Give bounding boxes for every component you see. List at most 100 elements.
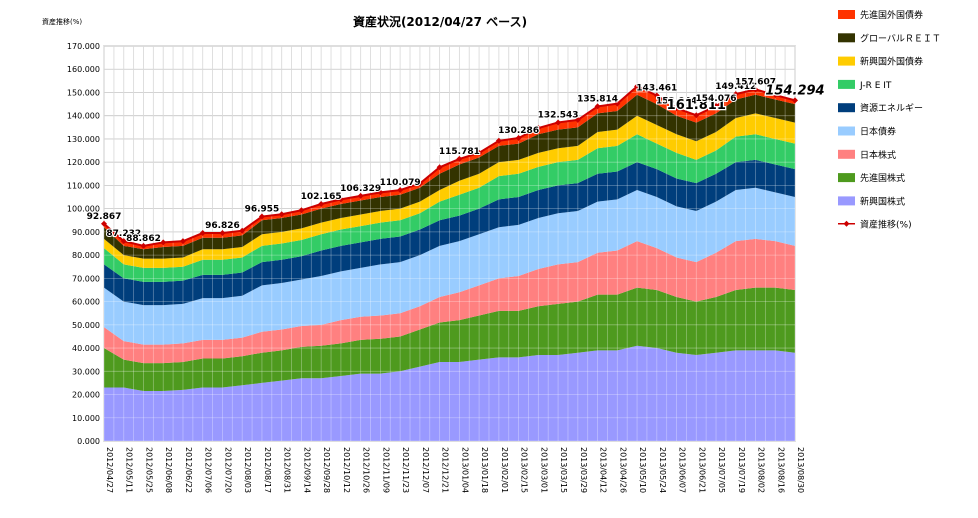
total-point [634,83,641,90]
total-point [752,86,759,93]
x-tick-label: 2012/09/28 [322,447,331,493]
total-point [614,100,621,107]
x-tick-label: 2013/02/15 [520,447,529,493]
x-tick-label: 2012/12/21 [441,447,450,493]
y-tick-label: 50.000 [72,321,100,330]
legend-label: 資産推移(%) [860,219,912,231]
total-point [179,238,186,245]
area-series [104,94,795,259]
data-label: 149.412 [715,82,756,92]
x-tick-label: 2012/09/14 [302,447,311,493]
x-tick-label: 2012/06/22 [184,447,193,493]
x-tick-label: 2012/12/07 [421,447,430,493]
data-label: 135.814 [577,94,618,104]
x-tick-label: 2013/03/15 [559,447,568,493]
data-label: 154.294 [765,83,824,98]
legend-swatch [838,196,855,206]
y-tick-label: 100.000 [67,205,100,214]
y-tick-label: 90.000 [72,228,100,237]
data-label: 110.079 [380,178,421,188]
total-point [239,227,246,234]
x-tick-label: 2012/11/09 [381,447,390,493]
legend-swatch [838,56,855,66]
y-tick-label: 130.000 [67,135,100,144]
legend-swatch [838,103,855,113]
y-tick-label: 40.000 [72,344,100,353]
total-point [199,230,206,237]
x-tick-label: 2013/07/19 [737,447,746,493]
x-tick-label: 2013/06/21 [697,447,706,493]
total-point [397,187,404,194]
y-tick-label: 70.000 [72,274,100,283]
y-axis-label: 資産推移(%) [42,17,82,26]
data-label: 96.826 [205,221,240,231]
y-tick-label: 160.000 [67,65,100,74]
area-series [104,159,795,306]
x-tick-label: 2012/08/17 [263,447,272,493]
total-point [278,211,285,218]
data-label: 161.811 [667,98,726,113]
x-tick-label: 2013/08/02 [757,447,766,493]
legend-swatch [838,79,855,89]
x-tick-label: 2012/06/08 [164,447,173,493]
legend-label: 日本債券 [860,126,896,138]
legend-label: 先進国外国債券 [860,9,923,21]
legend-label: J-R E IT [859,81,892,91]
total-point [337,196,344,203]
data-label: 157.607 [735,77,776,87]
data-label: 96.955 [245,205,280,215]
data-label: 153.044 [656,96,697,106]
x-tick-label: 2013/08/30 [796,447,805,493]
y-tick-label: 30.000 [72,367,100,376]
y-tick-label: 60.000 [72,298,100,307]
total-point [101,220,107,227]
total-point [377,189,384,196]
y-tick-label: 140.000 [67,112,100,121]
total-point [258,213,265,220]
total-point [298,207,305,214]
total-point [318,201,325,207]
total-point [673,105,680,112]
legend-label: グローバルＲＥＩＴ [860,32,941,44]
total-point [555,119,562,126]
legend-label: 資源エネルギー [860,102,923,114]
total-point [219,230,226,237]
total-point [594,103,601,110]
total-point [140,242,147,249]
area-series [104,345,795,441]
legend-label: 新興国外国債券 [860,56,923,68]
x-tick-label: 2013/05/24 [658,447,667,493]
total-point [693,112,700,119]
x-tick-label: 2013/02/01 [500,447,509,493]
data-label: 154.076 [696,94,737,104]
x-tick-label: 2013/08/16 [776,447,785,493]
x-tick-label: 2013/04/26 [618,447,627,493]
data-label: 106.329 [340,184,381,194]
chart-title: 資産状況(2012/04/27 ベース) [353,14,527,29]
x-tick-label: 2013/03/01 [539,447,548,493]
x-tick-label: 2013/06/07 [678,447,687,493]
area-series [104,113,795,268]
total-point [713,102,720,109]
legend-swatch [838,10,855,19]
x-tick-label: 2012/10/26 [362,447,371,493]
x-tick-label: 2013/03/29 [579,447,588,493]
legend-swatch [838,126,855,136]
data-label: 88.862 [126,234,161,244]
x-tick-label: 2013/01/18 [480,447,489,493]
legend-swatch [838,149,855,159]
legend-label: 日本株式 [860,149,896,161]
plot-area: 0.000 10.000 20.000 30.000 40.000 50.000 60.00… [67,42,826,493]
total-point [416,180,423,187]
legend-marker [843,220,850,227]
x-tick-label: 2013/05/10 [638,447,647,493]
total-point [476,149,483,156]
total-point [357,192,364,199]
data-label: 102.165 [301,192,342,202]
x-tick-label: 2012/11/23 [401,447,410,493]
legend-swatch [838,33,855,43]
legend-label: 新興国株式 [860,195,905,207]
